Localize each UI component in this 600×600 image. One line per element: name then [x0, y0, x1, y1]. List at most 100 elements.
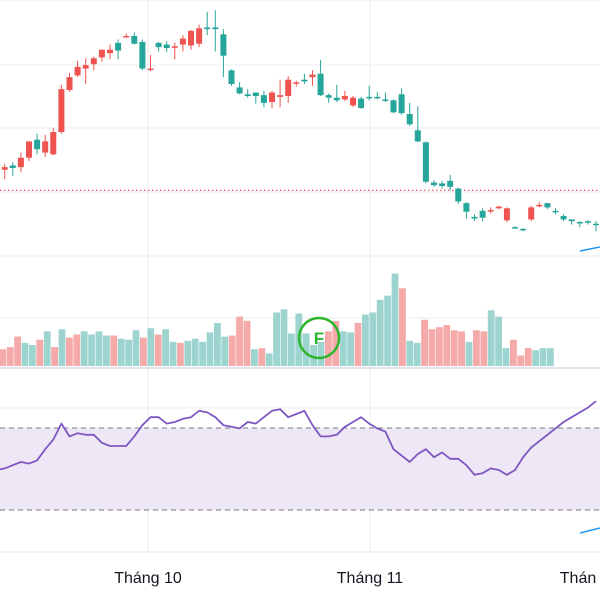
candle-body-22: [171, 46, 178, 48]
candle-body-45: [358, 98, 365, 108]
volume-bar-36: [265, 353, 273, 366]
volume-bar-28: [206, 332, 214, 366]
candle-body-40: [317, 73, 324, 96]
candle-body-41: [325, 95, 332, 98]
volume-bar-24: [177, 342, 184, 366]
candle-body-30: [236, 87, 243, 94]
candle-body-21: [163, 44, 170, 48]
trend-segment-bottom: [579, 527, 600, 534]
trend-line-bottom: [579, 527, 600, 534]
candle-body-34: [269, 92, 275, 102]
candle-body-69: [552, 210, 559, 213]
volume-bar-63: [465, 341, 473, 366]
volume-bar-65: [480, 331, 488, 366]
candle-body-35: [277, 95, 284, 97]
candle-body-27: [212, 27, 219, 30]
volume-bar-44: [325, 331, 332, 366]
candle-body-17: [131, 36, 138, 44]
earnings-marker[interactable]: F: [297, 316, 341, 360]
rsi-line: [0, 400, 597, 476]
volume-bar-34: [251, 349, 258, 366]
candle-body-7: [50, 132, 57, 155]
candle-body-11: [82, 65, 89, 69]
time-tick-label-0: Tháng 10: [114, 570, 182, 587]
volume-bar-18: [132, 330, 140, 366]
candle-body-73: [584, 221, 591, 223]
candle-body-12: [90, 58, 97, 65]
candle-body-10: [74, 66, 81, 76]
volume-bar-1: [6, 347, 14, 366]
volume-bar-8: [58, 329, 66, 366]
candle-body-29: [228, 70, 235, 84]
time-axis[interactable]: Tháng 10 Tháng 11 Thán: [114, 570, 596, 587]
volume-bar-13: [95, 331, 103, 366]
candle-body-6: [42, 141, 49, 153]
volume-bar-54: [399, 288, 406, 366]
earnings-marker-circle[interactable]: [297, 316, 341, 360]
volume-bar-52: [384, 295, 391, 366]
volume-bar-55: [406, 340, 414, 366]
candle-body-32: [252, 92, 259, 96]
rsi-pane[interactable]: [0, 400, 600, 534]
volume-bar-0: [0, 349, 7, 366]
volume-bar-50: [369, 312, 377, 366]
candle-body-1: [1, 167, 8, 170]
candle-body-64: [512, 227, 518, 229]
trend-segment-top: [579, 246, 600, 252]
volume-bar-29: [214, 322, 221, 366]
candle-body-20: [155, 42, 162, 48]
volume-bar-6: [43, 331, 51, 366]
candle-body-50: [398, 94, 405, 114]
volume-bar-16: [117, 338, 125, 366]
volume-bar-69: [510, 339, 517, 366]
volume-bar-73: [539, 348, 547, 366]
candle-body-13: [98, 49, 105, 58]
time-tick-label-2: Thán: [560, 570, 596, 587]
candle-body-51: [406, 114, 413, 125]
candle-body-44: [350, 97, 356, 106]
earnings-marker-label: F: [314, 329, 324, 348]
volume-bar-58: [428, 329, 436, 366]
trend-line-top: [579, 246, 600, 252]
volume-bar-66: [487, 310, 495, 366]
candle-body-59: [471, 216, 478, 219]
candle-body-3: [17, 157, 24, 168]
candle-body-49: [390, 100, 397, 113]
volume-bar-27: [199, 341, 206, 366]
candle-body-56: [447, 180, 454, 187]
candle-body-42: [333, 97, 340, 101]
candle-body-8: [58, 89, 65, 132]
volume-bar-15: [110, 335, 118, 366]
volume-bar-21: [154, 334, 162, 366]
candle-body-38: [301, 79, 308, 82]
candle-body-54: [431, 182, 437, 186]
volume-bar-35: [258, 348, 266, 366]
volume-bar-26: [191, 338, 199, 366]
candle-body-43: [341, 96, 348, 100]
candle-body-5: [34, 139, 41, 150]
candle-body-47: [374, 96, 381, 99]
volume-bar-47: [347, 332, 354, 366]
price-pane[interactable]: F: [0, 10, 600, 366]
volume-bar-41: [302, 333, 310, 366]
candle-body-18: [139, 42, 146, 69]
volume-bar-30: [221, 336, 229, 366]
volume-bar-57: [421, 319, 428, 366]
volume-bar-59: [436, 327, 443, 366]
candle-body-63: [503, 208, 510, 221]
volume-bar-33: [243, 320, 251, 366]
volume-bar-62: [458, 331, 465, 366]
candle-body-67: [536, 204, 543, 207]
candle-body-60: [479, 210, 486, 218]
volume-bar-20: [147, 328, 155, 366]
candle-body-61: [487, 210, 494, 212]
volume-bar-38: [280, 309, 288, 366]
volume-bar-7: [51, 347, 58, 366]
volume-bar-46: [339, 331, 347, 366]
volume-bar-60: [443, 325, 451, 366]
candle-body-19: [147, 68, 154, 71]
candle-body-26: [204, 27, 211, 30]
volume-bar-64: [473, 330, 480, 366]
volume-bar-9: [66, 337, 73, 366]
